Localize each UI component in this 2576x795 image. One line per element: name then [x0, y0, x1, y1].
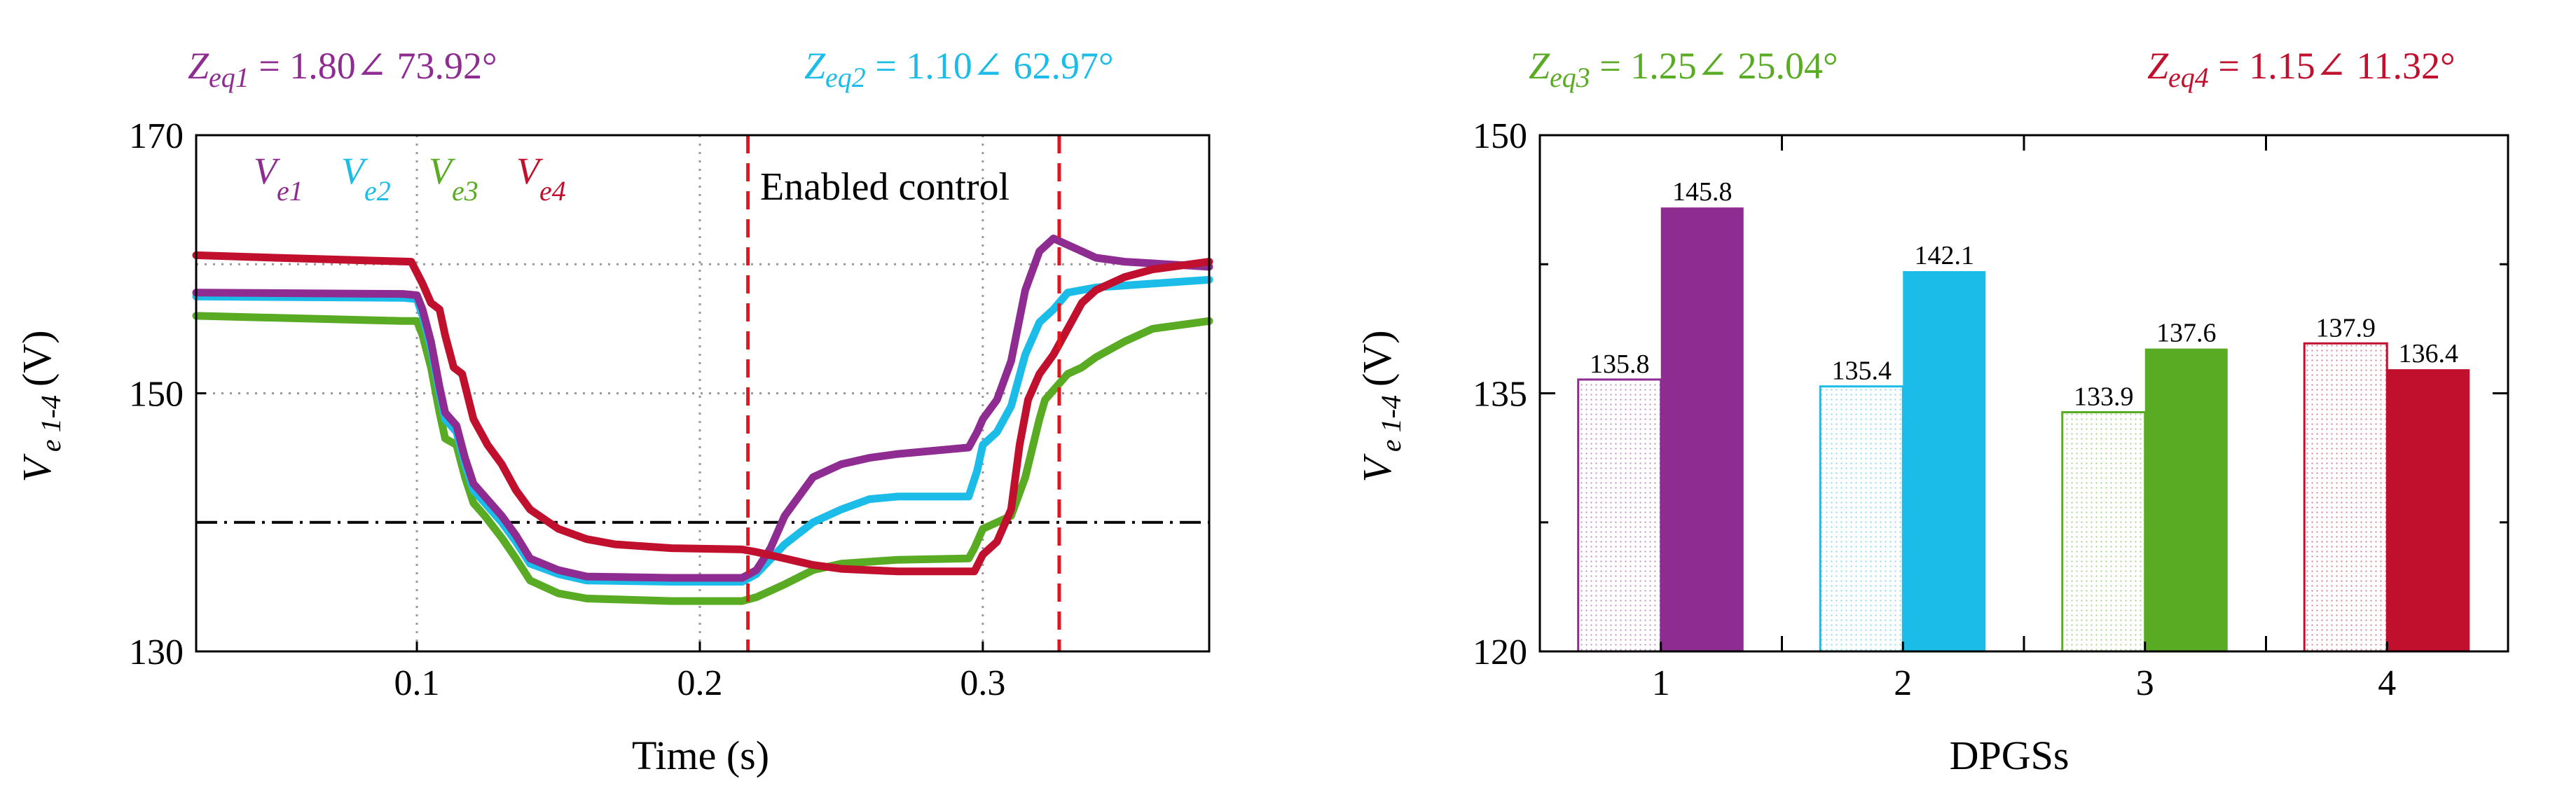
zeq2-symbol: Z: [804, 45, 826, 87]
zeq2-subscript: eq2: [825, 62, 866, 93]
zeq3-label: Zeq3 = 1.25∠ 25.04°: [1529, 45, 1838, 93]
bar-value-label-hatched-1: 135.8: [1590, 350, 1650, 379]
annotation-enabled-control: Enabled control: [760, 165, 1010, 209]
bar-solid-4: [2387, 369, 2470, 651]
legend-ve1: Ve1: [254, 150, 303, 207]
zeq3-subscript: eq3: [1550, 62, 1590, 93]
y-axis-label-subscript: e 1-4: [35, 395, 67, 452]
bar-value-label-solid-1: 145.8: [1672, 177, 1733, 207]
axis-ticks: 0.1 0.2 0.3 130 150 170: [129, 116, 1005, 703]
zeq3-symbol: Z: [1529, 45, 1550, 87]
legend-ve2: Ve2: [341, 150, 391, 207]
y-tick-label-right-1: 135: [1473, 375, 1527, 415]
series-line-3: [192, 251, 1213, 576]
zeq2-label: Zeq2 = 1.10∠ 62.97°: [804, 45, 1114, 93]
y-axis-label-unit: (V): [14, 330, 60, 387]
grid-lines: [196, 135, 1209, 651]
y-tick-label-2: 170: [129, 116, 184, 156]
bar-hatched-4: [2303, 342, 2388, 653]
legend-ve3: Ve3: [429, 150, 478, 207]
bar-value-label-hatched-4: 137.9: [2316, 313, 2376, 343]
bar-solid-3: [2144, 348, 2228, 651]
x-tick-label-right-0: 1: [1652, 663, 1670, 703]
zeq4-subscript: eq4: [2168, 62, 2209, 93]
series-line-2: [192, 234, 1213, 582]
y-axis-label-right-subscript: e 1-4: [1375, 395, 1407, 452]
x-axis-label: Time (s): [632, 733, 769, 778]
bar-value-label-solid-2: 142.1: [1915, 241, 1975, 270]
y-axis-label-right-symbol: V: [1354, 453, 1400, 483]
y-tick-label-1: 150: [129, 375, 184, 415]
bars: 135.8 135.4 133.9 137.9 145.8 142.1 137.6 136.4: [1577, 177, 2470, 653]
bar-value-label-solid-3: 137.6: [2156, 319, 2217, 348]
bar-solid-1: [1660, 207, 1744, 651]
y-axis-label-right-unit: (V): [1354, 330, 1400, 387]
bar-chart-panel: 135.8 135.4 133.9 137.9 145.8 142.1 137.6 136.4…: [1354, 45, 2509, 778]
x-tick-label-1: 0.2: [677, 663, 722, 703]
legend: Ve1 Ve2 Ve3 Ve4: [254, 150, 566, 207]
x-axis-label-right: DPGSs: [1950, 733, 2069, 778]
series-line-0: [192, 312, 1213, 605]
zeq1-symbol: Z: [188, 45, 209, 87]
x-tick-label-right-1: 2: [1894, 663, 1912, 703]
y-axis-label-right: Ve 1-4 (V): [1354, 330, 1407, 482]
y-axis-label-symbol: V: [14, 453, 60, 483]
y-axis-label: Ve 1-4 (V): [14, 330, 67, 482]
bar-value-label-solid-4: 136.4: [2399, 339, 2459, 368]
series-lines: [192, 234, 1213, 605]
zeq4-symbol: Z: [2147, 45, 2169, 87]
zeq1-label: Zeq1 = 1.80∠ 73.92°: [188, 45, 497, 93]
zeq4-label: Zeq4 = 1.15∠ 11.32°: [2147, 45, 2456, 93]
y-tick-label-0: 130: [129, 632, 184, 672]
x-tick-label-right-2: 3: [2136, 663, 2154, 703]
zeq4-value: = 1.15∠ 11.32°: [2209, 45, 2456, 87]
line-chart-panel: 0.1 0.2 0.3 130 150 170 Enabled control Time …: [14, 45, 1213, 778]
legend-ve4: Ve4: [516, 150, 566, 207]
bar-hatched-2: [1819, 385, 1904, 653]
bar-hatched-3: [2061, 411, 2147, 653]
x-tick-label-right-3: 4: [2378, 663, 2396, 703]
x-tick-label-2: 0.3: [960, 663, 1005, 703]
zeq3-value: = 1.25∠ 25.04°: [1590, 45, 1838, 87]
y-tick-label-right-2: 150: [1473, 116, 1527, 156]
axis-ticks-right: 1 2 3 4 120 135 150: [1473, 116, 2508, 703]
bar-value-label-hatched-3: 133.9: [2074, 382, 2134, 412]
bar-solid-2: [1903, 271, 1986, 651]
y-tick-label-right-0: 120: [1473, 632, 1527, 672]
event-lines: [746, 135, 1061, 651]
zeq1-value: = 1.80∠ 73.92°: [249, 45, 497, 87]
series-line-1: [192, 275, 1213, 586]
x-tick-label-0: 0.1: [394, 663, 440, 703]
zeq2-value: = 1.10∠ 62.97°: [866, 45, 1114, 87]
bar-value-label-hatched-2: 135.4: [1832, 357, 1892, 386]
bar-hatched-1: [1577, 378, 1662, 653]
zeq1-subscript: eq1: [209, 62, 249, 93]
